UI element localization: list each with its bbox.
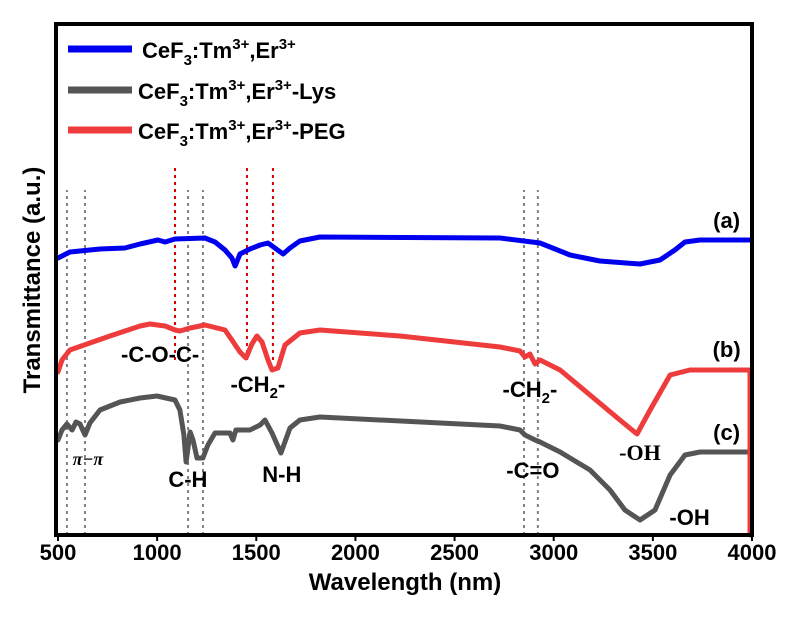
x-tick-label: 2500 — [430, 540, 479, 565]
annotation-label: -C-O-C- — [121, 342, 199, 367]
annotation-label: π−π — [73, 449, 105, 469]
series-line-0 — [55, 234, 753, 269]
reference-lines — [65, 165, 539, 535]
x-axis-title: Wavelength (nm) — [309, 569, 501, 596]
annotation-text: C-H — [168, 467, 207, 492]
legend-label-part: 3+ — [275, 117, 292, 134]
legend-label-part: CeF — [138, 119, 180, 144]
legend-label-part: ,Er — [249, 38, 279, 63]
annotation-tail: - — [550, 377, 557, 402]
annotation-text: -CH — [230, 372, 269, 397]
annotation-label: (a) — [713, 208, 740, 233]
x-tick-label: 500 — [40, 540, 77, 565]
legend-label-part: -PEG — [292, 119, 346, 144]
x-tick-label: 3000 — [529, 540, 578, 565]
x-axis-ticks: 500 1000 1500 2000 2500 3000 3500 4000 — [40, 535, 777, 565]
annotation-subscript: 2 — [542, 390, 550, 407]
annotation-tail: - — [278, 372, 285, 397]
annotation-text: -OH — [619, 440, 661, 465]
series-line-2 — [55, 321, 753, 538]
series-line-1 — [55, 393, 753, 523]
legend-label-part: -Lys — [292, 79, 336, 104]
annotation-text: -CH — [503, 377, 542, 402]
x-tick-label: 3500 — [628, 540, 677, 565]
legend-label-part: 3 — [180, 133, 188, 150]
legend-label: CeF3:Tm3+,Er3+-PEG — [138, 117, 346, 150]
annotation-text: -OH — [669, 505, 709, 530]
annotation-text: π−π — [73, 449, 105, 469]
plot-frame — [54, 22, 754, 537]
legend-label-part: 3+ — [228, 77, 245, 94]
annotation-text: N-H — [262, 462, 301, 487]
annotation-label: C-H — [168, 467, 207, 492]
annotation-subscript: 2 — [270, 385, 278, 402]
legend: CeF3:Tm3+,Er3+CeF3:Tm3+,Er3+-LysCeF3:Tm3… — [68, 36, 346, 150]
legend-label-part: 3 — [180, 93, 188, 110]
legend-label: CeF3:Tm3+,Er3+-Lys — [138, 77, 336, 110]
legend-label-part: 3+ — [275, 77, 292, 94]
legend-label-part: 3 — [184, 52, 192, 69]
annotation-label: -OH — [619, 440, 661, 465]
annotation-label: -CH2- — [503, 377, 558, 407]
annotation-label: -CH2- — [230, 372, 285, 402]
legend-label: CeF3:Tm3+,Er3+ — [142, 36, 296, 69]
annotation-text: (c) — [713, 420, 740, 445]
x-tick-label: 1500 — [232, 540, 281, 565]
annotation-label: (c) — [713, 420, 740, 445]
series-group — [55, 234, 753, 538]
legend-label-part: 3+ — [232, 36, 249, 53]
legend-label-part: :Tm — [188, 79, 228, 104]
annotation-text: -C-O-C- — [121, 342, 199, 367]
x-tick-label: 4000 — [728, 540, 777, 565]
annotation-label: -OH — [669, 505, 709, 530]
legend-label-part: 3+ — [228, 117, 245, 134]
x-tick-label: 2000 — [331, 540, 380, 565]
legend-label-part: ,Er — [245, 79, 275, 104]
annotation-text: (a) — [713, 208, 740, 233]
annotation-text: -C=O — [506, 458, 559, 483]
legend-label-part: CeF — [142, 38, 184, 63]
legend-label-part: 3+ — [279, 36, 296, 53]
legend-label-part: ,Er — [245, 119, 275, 144]
annotation-text: (b) — [713, 337, 741, 362]
annotation-label: -C=O — [506, 458, 559, 483]
annotation-label: N-H — [262, 462, 301, 487]
annotations: (a)(b)(c)-C-O-C--CH2-π−πC-H N-H-CH2--OH-C… — [73, 208, 741, 530]
legend-label-part: :Tm — [188, 119, 228, 144]
y-axis-title: Transmittance (a.u.) — [19, 167, 46, 394]
annotation-label: (b) — [713, 337, 741, 362]
legend-label-part: :Tm — [192, 38, 232, 63]
legend-label-part: CeF — [138, 79, 180, 104]
x-tick-label: 1000 — [133, 540, 182, 565]
